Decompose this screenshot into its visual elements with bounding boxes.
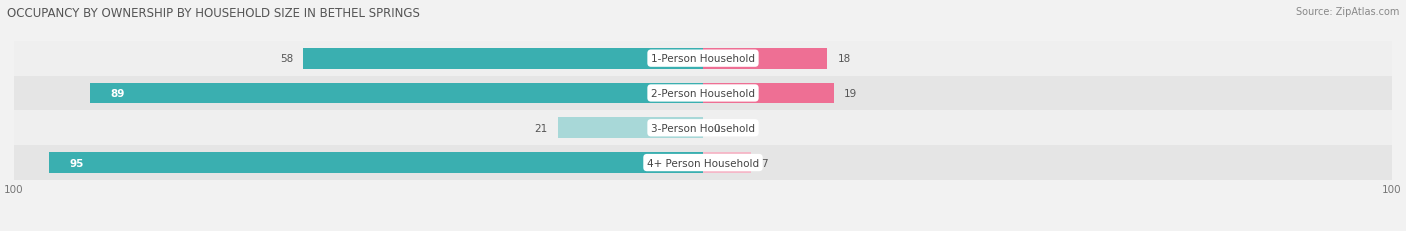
Text: 3-Person Household: 3-Person Household <box>651 123 755 133</box>
Text: OCCUPANCY BY OWNERSHIP BY HOUSEHOLD SIZE IN BETHEL SPRINGS: OCCUPANCY BY OWNERSHIP BY HOUSEHOLD SIZE… <box>7 7 420 20</box>
Text: 2-Person Household: 2-Person Household <box>651 88 755 99</box>
Bar <box>304 49 703 69</box>
Text: 0: 0 <box>713 123 720 133</box>
Bar <box>90 83 703 104</box>
Bar <box>14 146 1392 180</box>
Text: 4+ Person Household: 4+ Person Household <box>647 158 759 168</box>
Text: 7: 7 <box>762 158 768 168</box>
Text: 18: 18 <box>838 54 851 64</box>
Text: 21: 21 <box>534 123 548 133</box>
Bar <box>558 118 703 139</box>
Bar <box>703 49 827 69</box>
Text: 89: 89 <box>111 88 125 99</box>
Text: 58: 58 <box>280 54 292 64</box>
Bar <box>14 42 1392 76</box>
Text: 95: 95 <box>69 158 83 168</box>
Bar <box>14 76 1392 111</box>
Text: Source: ZipAtlas.com: Source: ZipAtlas.com <box>1295 7 1399 17</box>
Bar <box>14 111 1392 146</box>
Text: 1-Person Household: 1-Person Household <box>651 54 755 64</box>
Text: 19: 19 <box>844 88 858 99</box>
Bar <box>703 83 834 104</box>
Bar <box>703 152 751 173</box>
Bar <box>48 152 703 173</box>
